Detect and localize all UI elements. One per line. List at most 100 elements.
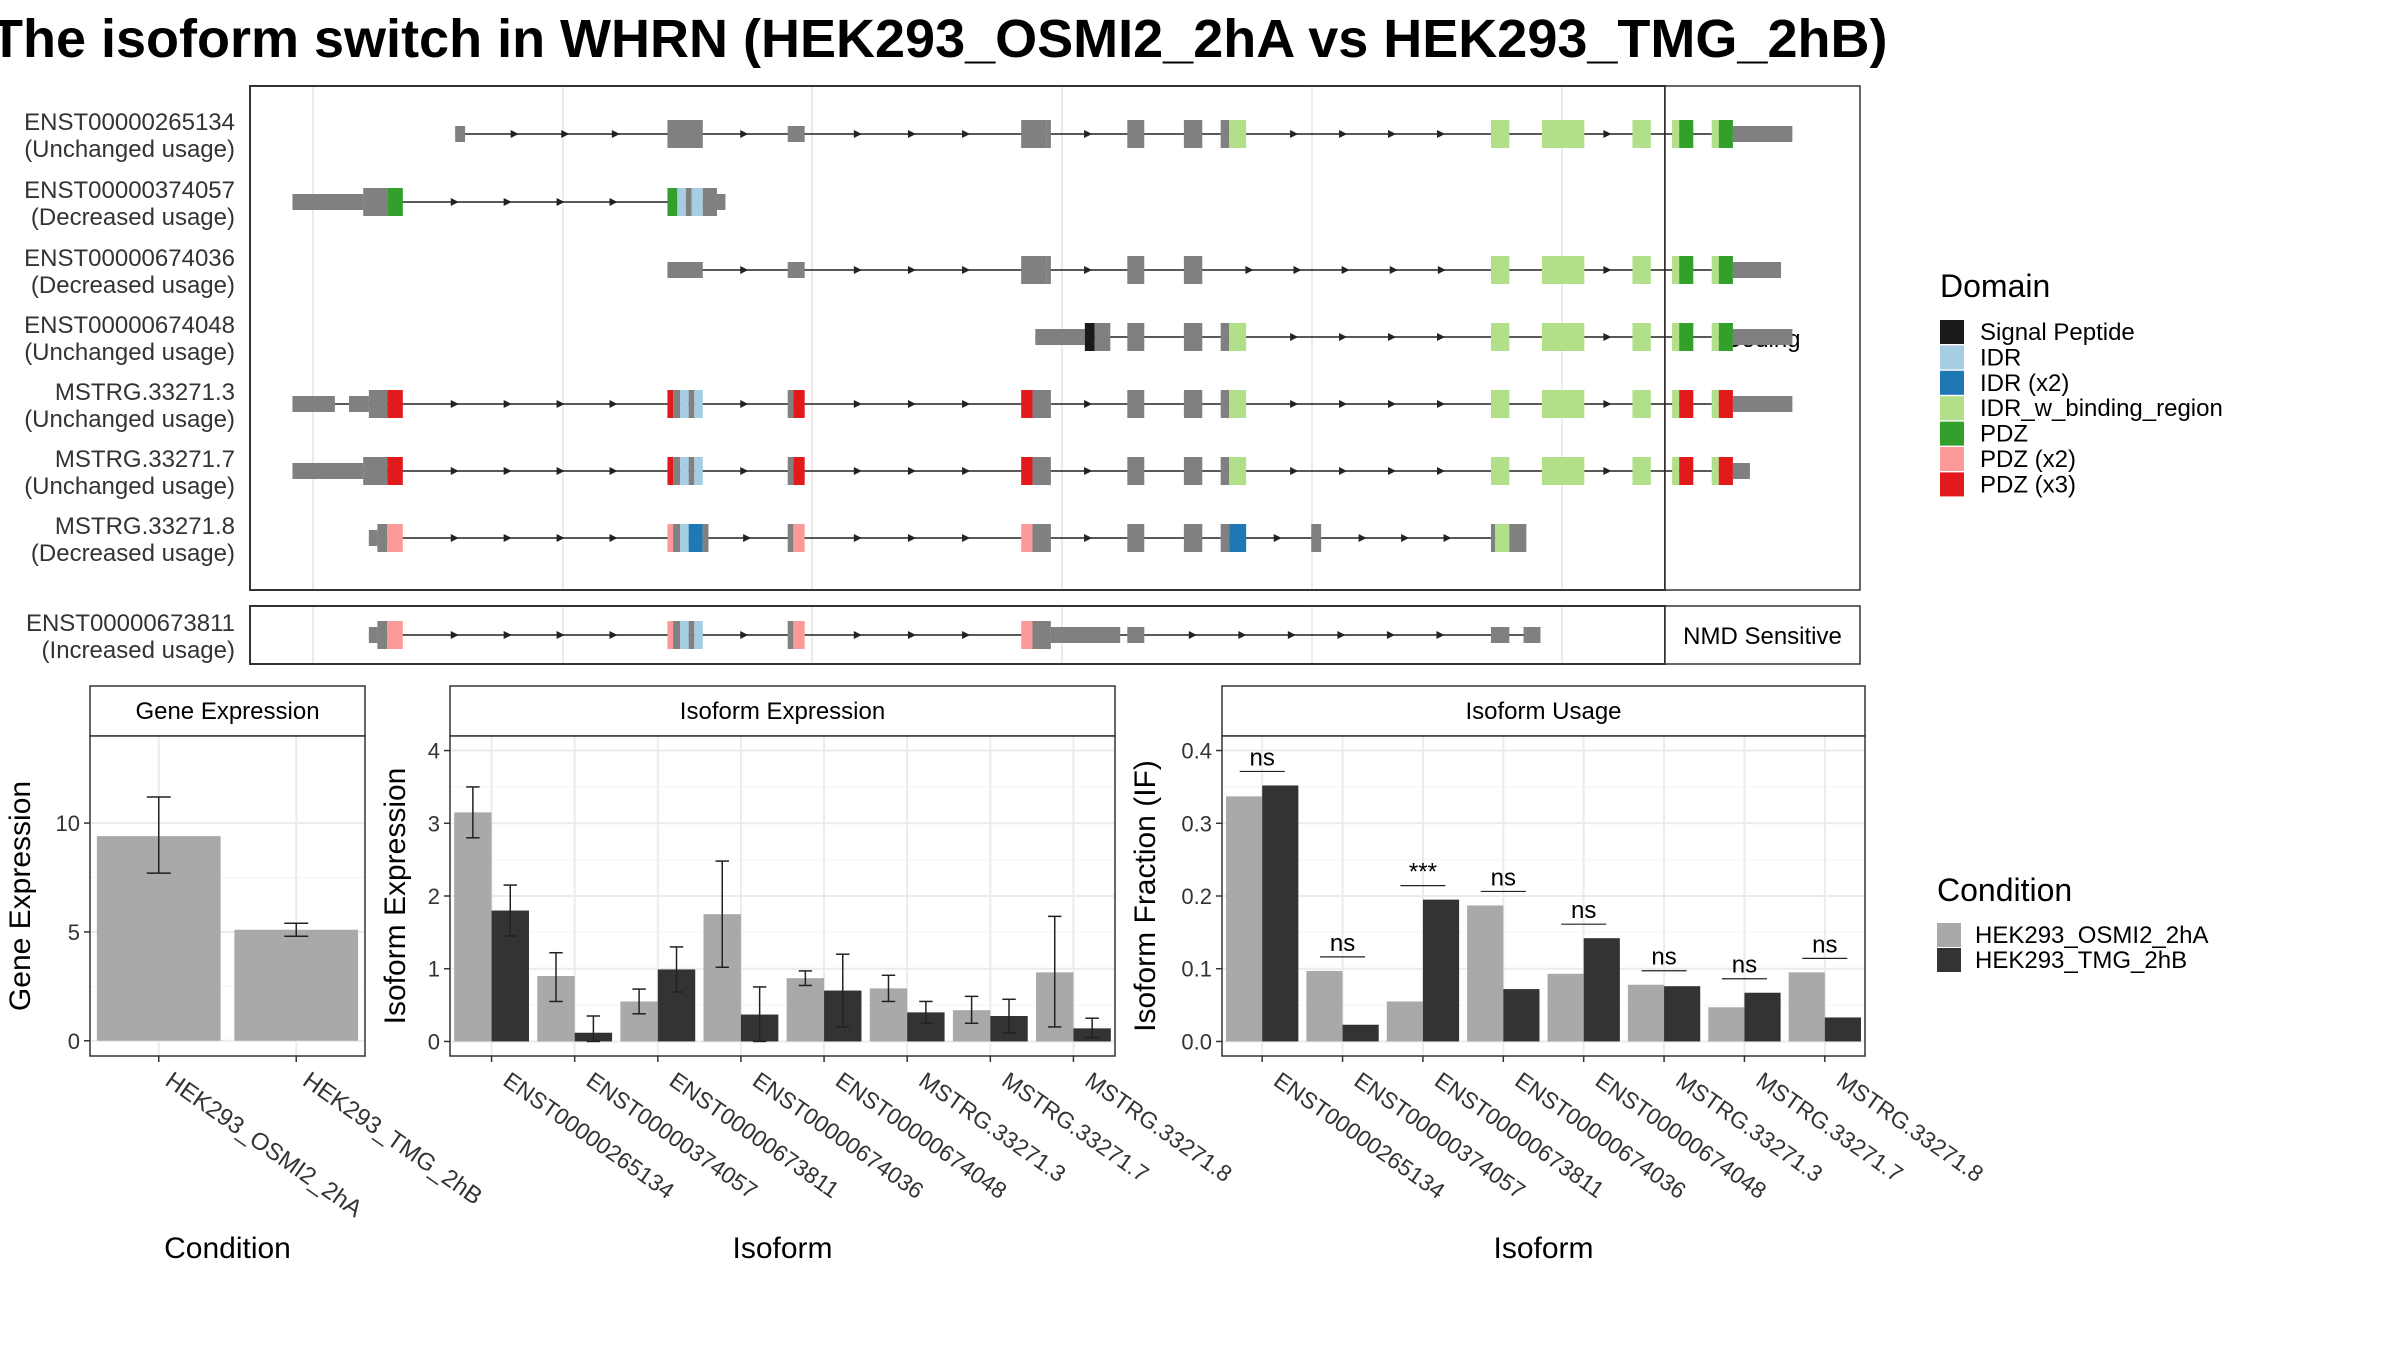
exon <box>363 188 388 216</box>
domain-exon <box>387 188 403 216</box>
exon <box>1032 390 1051 418</box>
domain-exon <box>1229 390 1247 418</box>
transcript-ENST00000265134: ENST00000265134(Unchanged usage) <box>24 109 1793 163</box>
significance-label: ns <box>1330 930 1355 957</box>
transcript-id-label: MSTRG.33271.7 <box>55 446 235 473</box>
strand-arrow <box>853 400 862 408</box>
domain-exon <box>1495 524 1510 552</box>
domain-legend-label: PDZ <box>1980 421 2028 448</box>
strand-arrow <box>503 198 512 206</box>
exon <box>1523 524 1527 552</box>
domain-exon <box>1672 457 1680 485</box>
strand-arrow <box>1388 467 1397 475</box>
isoform-usage-strip <box>1221 685 1866 737</box>
bar-HEK293_TMG_2hB <box>234 929 359 1041</box>
x-tick-label: MSTRG.33271.8 <box>1832 1067 1988 1187</box>
domain-exon <box>1711 120 1719 148</box>
domain-exon <box>1229 323 1247 351</box>
domain-exon <box>1718 120 1733 148</box>
strand-arrow <box>450 631 459 639</box>
transcript-usage-label: (Decreased usage) <box>31 204 235 231</box>
domain-legend-label: IDR_w_binding_region <box>1980 395 2223 422</box>
condition-legend-label: HEK293_OSMI2_2hA <box>1975 922 2208 949</box>
strand-arrow <box>962 467 971 475</box>
exon <box>1127 120 1145 148</box>
main-title: The isoform switch in WHRN (HEK293_OSMI2… <box>0 9 1887 69</box>
exon <box>1509 524 1524 552</box>
domain-legend-swatch <box>1940 396 1964 421</box>
strand-arrow <box>853 534 862 542</box>
exon <box>787 126 805 142</box>
bar-MSTRG.33271.8 <box>1824 1017 1861 1042</box>
domain-exon <box>1490 390 1510 418</box>
domain-exon <box>667 524 674 552</box>
exon <box>455 126 466 142</box>
exon <box>368 390 388 418</box>
exon <box>1183 524 1203 552</box>
y-tick-label: 4 <box>428 739 440 764</box>
strand-arrow <box>1084 467 1093 475</box>
domain-exon <box>1718 323 1733 351</box>
domain-exon <box>1672 390 1680 418</box>
exon <box>716 194 726 210</box>
strand-arrow <box>853 467 862 475</box>
exon <box>667 262 703 278</box>
domain-exon <box>1490 120 1510 148</box>
strand-arrow <box>962 534 971 542</box>
exon <box>1220 120 1230 148</box>
transcript-id-label: ENST00000673811 <box>26 610 235 637</box>
strand-arrow <box>1287 631 1296 639</box>
transcript-id-label: ENST00000674048 <box>24 312 235 339</box>
domain-exon <box>667 390 674 418</box>
exon <box>1490 524 1496 552</box>
strand-arrow <box>609 467 618 475</box>
strand-arrow <box>853 130 862 138</box>
domain-exon <box>1711 256 1719 284</box>
significance-label: ns <box>1732 952 1757 979</box>
strand-arrow <box>1293 266 1302 274</box>
strand-arrow <box>1436 130 1445 138</box>
isoform-usage-panel: Isoform Usage ns ns *** ns ns ns ns ns 0.0 0.1 0.2 0… <box>1129 685 1988 1265</box>
strand-arrow <box>1388 130 1397 138</box>
domain-exon <box>1672 323 1680 351</box>
strand-arrow <box>1084 266 1093 274</box>
strand-arrow <box>556 198 565 206</box>
exon <box>1183 120 1203 148</box>
exon <box>1220 457 1230 485</box>
strand-arrow <box>853 631 862 639</box>
strand-arrow <box>1443 534 1452 542</box>
domain-exon <box>1541 323 1585 351</box>
exon <box>1127 457 1145 485</box>
exon <box>1732 262 1782 278</box>
transcript-usage-label: (Decreased usage) <box>31 272 235 299</box>
exon <box>688 457 695 485</box>
bar-ENST00000374057 <box>1342 1024 1379 1042</box>
transcript-usage-label: (Increased usage) <box>42 637 235 664</box>
strand-arrow <box>740 631 749 639</box>
strand-arrow <box>907 631 916 639</box>
strand-arrow <box>907 130 916 138</box>
exon <box>673 524 681 552</box>
exon <box>1032 621 1051 649</box>
domain-exon <box>1711 457 1719 485</box>
domain-exon <box>1679 120 1694 148</box>
domain-exon <box>1632 457 1651 485</box>
bar-ENST00000674036 <box>1467 905 1504 1042</box>
strand-arrow <box>962 266 971 274</box>
transcript-id-label: ENST00000265134 <box>24 109 235 136</box>
domain-exon <box>1021 457 1033 485</box>
domain-exon <box>1490 256 1510 284</box>
transcript-usage-label: (Unchanged usage) <box>24 339 235 366</box>
strand-arrow <box>450 198 459 206</box>
strand-arrow <box>450 467 459 475</box>
domain-exon <box>1718 256 1733 284</box>
domain-legend-swatch <box>1940 447 1964 471</box>
strand-arrow <box>1188 631 1197 639</box>
transcript-id-label: ENST00000674036 <box>24 245 235 272</box>
exon <box>787 524 794 552</box>
strand-arrow <box>1436 631 1445 639</box>
strand-arrow <box>1437 266 1446 274</box>
strand-arrow <box>962 130 971 138</box>
exon <box>1220 524 1230 552</box>
strand-arrow <box>1339 333 1348 341</box>
